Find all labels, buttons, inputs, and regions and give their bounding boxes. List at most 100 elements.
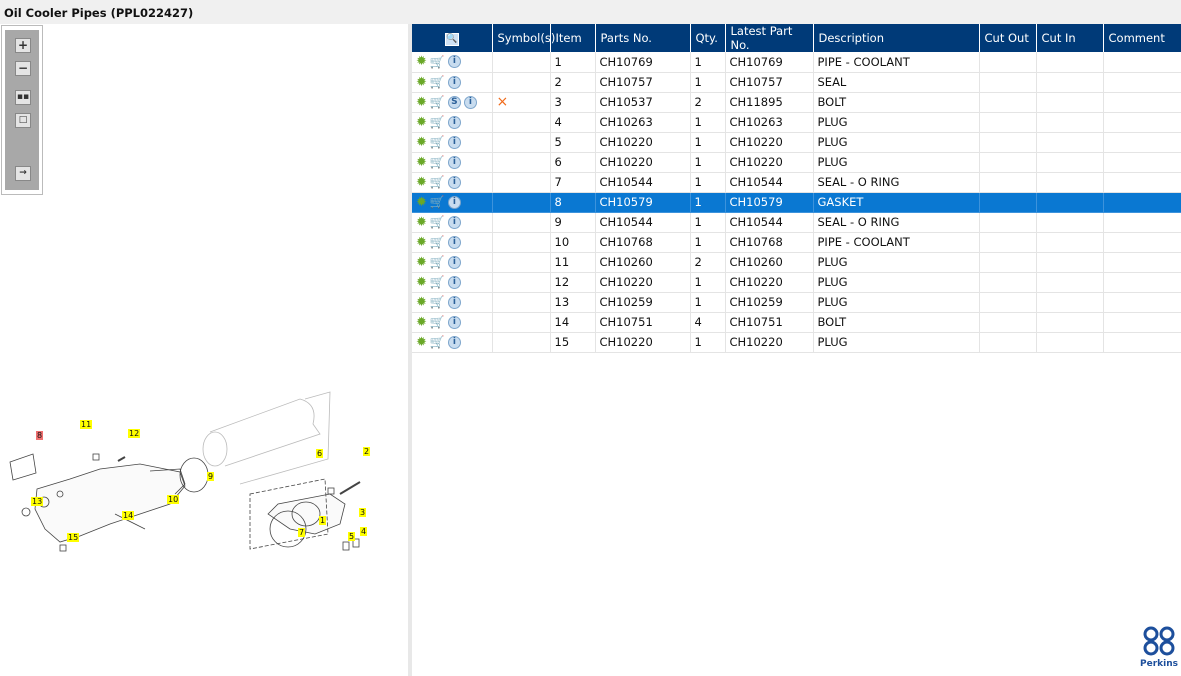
- callout-11[interactable]: 11: [80, 420, 93, 429]
- callout-9[interactable]: 9: [207, 472, 215, 481]
- cart-icon[interactable]: 🛒: [429, 295, 445, 309]
- diagram-panel[interactable]: 8 11 12 9 10 13 14 15 6 2 1 7 3 4 5: [0, 24, 408, 676]
- qty-cell: 1: [690, 152, 726, 173]
- column-header-description[interactable]: Description: [813, 24, 980, 52]
- gear-icon[interactable]: ✹: [416, 114, 427, 130]
- fit-all-icon[interactable]: ▪▪: [15, 90, 31, 105]
- callout-5[interactable]: 5: [348, 532, 356, 541]
- table-row[interactable]: ✹ 🛒 i 9 CH10544 1 CH10544 SEAL - O RING: [412, 212, 1181, 233]
- info-icon[interactable]: i: [447, 315, 461, 329]
- splitter[interactable]: [408, 24, 412, 676]
- gear-icon[interactable]: ✹: [416, 254, 427, 270]
- callout-12[interactable]: 12: [128, 429, 141, 438]
- item-cell: 3: [550, 92, 596, 113]
- callout-2[interactable]: 2: [363, 447, 371, 456]
- gear-icon[interactable]: ✹: [416, 54, 427, 70]
- callout-10[interactable]: 10: [167, 495, 180, 504]
- cart-icon[interactable]: 🛒: [429, 95, 445, 109]
- cart-icon[interactable]: 🛒: [429, 215, 445, 229]
- info-icon[interactable]: i: [447, 75, 461, 89]
- info-icon[interactable]: i: [447, 195, 461, 209]
- table-row[interactable]: ✹ 🛒 i 14 CH10751 4 CH10751 BOLT: [412, 312, 1181, 333]
- cart-icon[interactable]: 🛒: [429, 54, 445, 69]
- table-row[interactable]: ✹ 🛒 i 5 CH10220 1 CH10220 PLUG: [412, 132, 1181, 153]
- info-icon[interactable]: i: [463, 95, 477, 109]
- callout-1[interactable]: 1: [319, 516, 327, 525]
- cart-icon[interactable]: 🛒: [429, 115, 445, 129]
- table-row[interactable]: ✹ 🛒 i 8 CH10579 1 CH10579 GASKET: [412, 192, 1181, 213]
- gear-icon[interactable]: ✹: [416, 194, 427, 210]
- column-header-parts-no[interactable]: Parts No.: [595, 24, 691, 52]
- table-row[interactable]: ✹ 🛒 i 2 CH10757 1 CH10757 SEAL: [412, 72, 1181, 93]
- table-row[interactable]: ✹ 🛒 i 7 CH10544 1 CH10544 SEAL - O RING: [412, 172, 1181, 193]
- table-row[interactable]: ✹ 🛒 i 1 CH10769 1 CH10769 PIPE - COOLANT: [412, 52, 1181, 73]
- comment-cell: [1103, 192, 1181, 213]
- info-icon[interactable]: i: [447, 175, 461, 189]
- info-icon[interactable]: i: [447, 295, 461, 309]
- callout-13[interactable]: 13: [31, 497, 44, 506]
- info-icon[interactable]: i: [447, 135, 461, 149]
- gear-icon[interactable]: ✹: [416, 234, 427, 250]
- callout-3[interactable]: 3: [359, 508, 367, 517]
- column-header-latest-part-no[interactable]: Latest Part No.: [725, 24, 814, 52]
- gear-icon[interactable]: ✹: [416, 94, 427, 110]
- cart-icon[interactable]: 🛒: [429, 75, 445, 89]
- column-header-qty[interactable]: Qty.: [690, 24, 726, 52]
- info-icon[interactable]: i: [447, 155, 461, 169]
- callout-6[interactable]: 6: [316, 449, 324, 458]
- table-row[interactable]: ✹ 🛒 i 13 CH10259 1 CH10259 PLUG: [412, 292, 1181, 313]
- gear-icon[interactable]: ✹: [416, 334, 427, 350]
- fit-window-icon[interactable]: □: [15, 113, 31, 128]
- supersession-icon[interactable]: S: [447, 95, 461, 109]
- callout-8[interactable]: 8: [36, 431, 44, 440]
- table-row[interactable]: ✹ 🛒 i 6 CH10220 1 CH10220 PLUG: [412, 152, 1181, 173]
- cart-icon[interactable]: 🛒: [429, 255, 445, 269]
- info-icon[interactable]: i: [447, 335, 461, 349]
- search-parts-icon[interactable]: 🔍: [444, 33, 459, 46]
- info-icon[interactable]: i: [447, 215, 461, 229]
- column-header-comment[interactable]: Comment: [1103, 24, 1181, 52]
- info-icon[interactable]: i: [447, 55, 461, 69]
- cart-icon[interactable]: 🛒: [429, 235, 445, 249]
- zoom-out-icon[interactable]: −: [15, 61, 31, 76]
- gear-icon[interactable]: ✹: [416, 134, 427, 150]
- info-icon[interactable]: i: [447, 275, 461, 289]
- table-row[interactable]: ✹ 🛒 i 15 CH10220 1 CH10220 PLUG: [412, 332, 1181, 353]
- info-icon[interactable]: i: [447, 235, 461, 249]
- info-icon[interactable]: i: [447, 255, 461, 269]
- callout-15[interactable]: 15: [67, 533, 80, 542]
- callout-7[interactable]: 7: [298, 528, 306, 537]
- parts-no-cell: CH10220: [595, 132, 691, 153]
- gear-icon[interactable]: ✹: [416, 74, 427, 90]
- gear-icon[interactable]: ✹: [416, 214, 427, 230]
- cart-icon[interactable]: 🛒: [429, 335, 445, 349]
- table-row[interactable]: ✹ 🛒 i 4 CH10263 1 CH10263 PLUG: [412, 112, 1181, 133]
- callout-4[interactable]: 4: [360, 527, 368, 536]
- description-cell: SEAL: [813, 72, 980, 93]
- column-header-item[interactable]: Item: [550, 24, 596, 52]
- column-header-cut-out[interactable]: Cut Out: [979, 24, 1037, 52]
- cart-icon[interactable]: 🛒: [429, 175, 445, 189]
- row-actions: ✹ 🛒 i: [412, 252, 493, 273]
- gear-icon[interactable]: ✹: [416, 174, 427, 190]
- info-icon[interactable]: i: [447, 115, 461, 129]
- table-row[interactable]: ✹ 🛒 i 11 CH10260 2 CH10260 PLUG: [412, 252, 1181, 273]
- column-header-symbols[interactable]: Symbol(s): [492, 24, 555, 52]
- cart-icon[interactable]: 🛒: [429, 315, 445, 329]
- cart-icon[interactable]: 🛒: [429, 195, 445, 209]
- toggle-panel-icon[interactable]: →: [15, 166, 31, 181]
- gear-icon[interactable]: ✹: [416, 294, 427, 310]
- gear-icon[interactable]: ✹: [416, 314, 427, 330]
- column-header-search[interactable]: 🔍: [412, 24, 493, 52]
- zoom-in-icon[interactable]: +: [15, 38, 31, 53]
- cart-icon[interactable]: 🛒: [429, 155, 445, 169]
- table-row[interactable]: ✹ 🛒 i 10 CH10768 1 CH10768 PIPE - COOLANT: [412, 232, 1181, 253]
- column-header-cut-in[interactable]: Cut In: [1036, 24, 1104, 52]
- cart-icon[interactable]: 🛒: [429, 135, 445, 149]
- table-row[interactable]: ✹ 🛒 i 12 CH10220 1 CH10220 PLUG: [412, 272, 1181, 293]
- cart-icon[interactable]: 🛒: [429, 275, 445, 289]
- callout-14[interactable]: 14: [122, 511, 135, 520]
- gear-icon[interactable]: ✹: [416, 274, 427, 290]
- gear-icon[interactable]: ✹: [416, 154, 427, 170]
